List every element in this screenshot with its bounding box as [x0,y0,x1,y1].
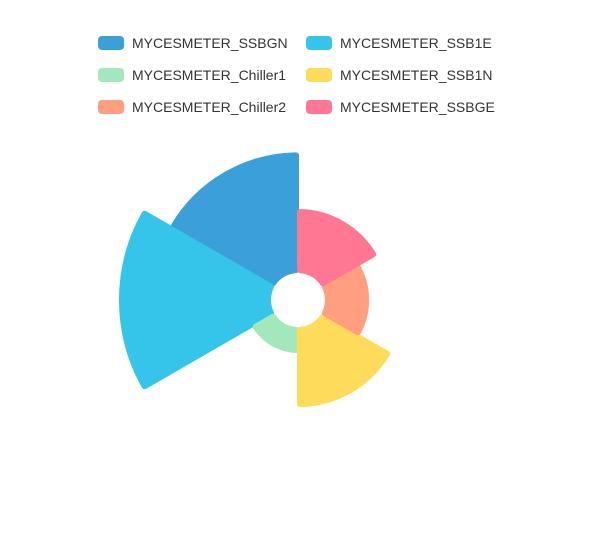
legend-label: MYCESMETER_SSBGN [132,35,288,51]
legend-swatch [98,36,124,50]
pie-slice-mycesmeter-ssbge[interactable] [297,209,377,287]
legend-label: MYCESMETER_Chiller1 [132,67,286,83]
legend-item-2[interactable]: MYCESMETER_Chiller1 [98,67,286,83]
legend-label: MYCESMETER_SSB1N [340,67,492,83]
pie-slices [119,152,391,408]
pie-slice-mycesmeter-ssbgn[interactable] [170,152,299,287]
legend-swatch [98,100,124,114]
legend-swatch [306,36,332,50]
legend: MYCESMETER_SSBGN MYCESMETER_SSB1E MYCESMET… [98,35,495,115]
pie-slice-mycesmeter-ssb1n[interactable] [297,313,391,408]
legend-swatch [98,68,124,82]
pie-slice-mycesmeter-chiller1[interactable] [252,313,299,353]
legend-item-3[interactable]: MYCESMETER_SSB1N [306,67,492,83]
legend-label: MYCESMETER_SSBGE [340,99,495,115]
legend-label: MYCESMETER_SSB1E [340,35,492,51]
legend-item-5[interactable]: MYCESMETER_SSBGE [306,99,495,115]
pie-slice-mycesmeter-ssb1e[interactable] [119,210,275,390]
legend-label: MYCESMETER_Chiller2 [132,99,286,115]
legend-item-4[interactable]: MYCESMETER_Chiller2 [98,99,286,115]
pie-slice-mycesmeter-chiller2[interactable] [321,264,370,336]
legend-item-1[interactable]: MYCESMETER_SSB1E [306,35,492,51]
legend-swatch [306,68,332,82]
legend-swatch [306,100,332,114]
legend-item-0[interactable]: MYCESMETER_SSBGN [98,35,288,51]
